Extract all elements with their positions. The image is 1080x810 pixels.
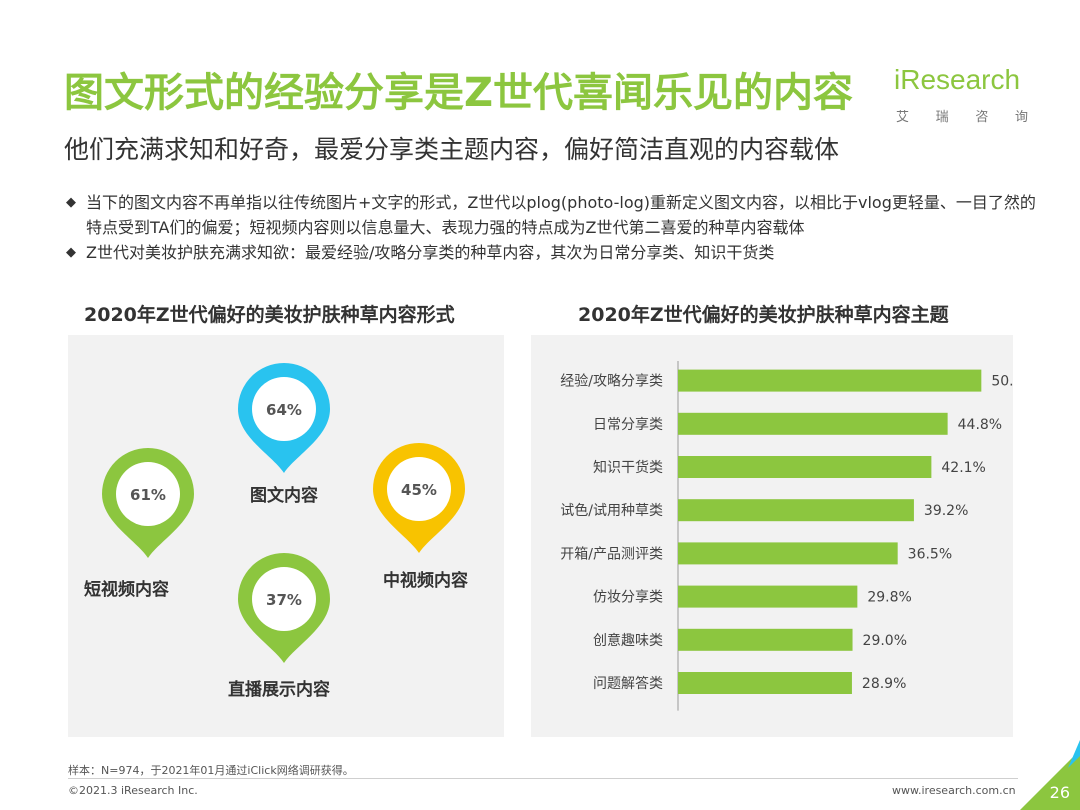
pin-label: 图文内容 [250,486,318,506]
sample-note: 样本：N=974，于2021年01月通过iClick网络调研获得。 [68,764,354,777]
location-pin-icon: 37% [238,553,330,663]
page-title: 图文形式的经验分享是Z世代喜闻乐见的内容 [64,70,854,116]
right-chart-title: 2020年Z世代偏好的美妆护肤种草内容主题 [578,304,949,326]
bullet-text: Z世代对美妆护肤充满求知欲：最爱经验/攻略分享类的种草内容，其次为日常分享类、知… [86,243,775,262]
pin-value: 37% [266,591,302,609]
pin-value: 45% [401,481,437,499]
logo-subtext: 艾 瑞 咨 询 [896,106,1028,125]
data-label: 39.2% [924,503,968,519]
category-label: 经验/攻略分享类 [560,373,663,390]
left-chart-title: 2020年Z世代偏好的美妆护肤种草内容形式 [84,304,455,326]
bullet-item: ◆ 当下的图文内容不再单指以往传统图片+文字的形式，Z世代以plog(photo… [66,190,1036,240]
diamond-bullet-icon: ◆ [66,245,76,260]
location-pin-icon: 45% [373,443,465,553]
diamond-bullet-icon: ◆ [66,195,76,210]
copyright-text: ©2021.3 iResearch Inc. [68,784,198,797]
pin-label: 中视频内容 [383,571,468,591]
category-label: 仿妆分享类 [593,589,663,606]
data-label: 29.8% [867,590,911,606]
bullet-item: ◆ Z世代对美妆护肤充满求知欲：最爱经验/攻略分享类的种草内容，其次为日常分享类… [66,240,1036,265]
bar [678,542,898,565]
corner-decoration [1020,740,1080,810]
logo-sub-char: 瑞 [935,110,949,125]
category-label: 试色/试用种草类 [560,502,663,519]
category-label: 问题解答类 [593,675,663,692]
bar [678,412,948,435]
pin-label: 直播展示内容 [228,680,330,700]
pin-value: 64% [266,401,302,419]
bar [678,499,914,522]
bullet-text: 当下的图文内容不再单指以往传统图片+文字的形式，Z世代以plog(photo-l… [86,193,1036,237]
bullet-list: ◆ 当下的图文内容不再单指以往传统图片+文字的形式，Z世代以plog(photo… [66,190,1036,265]
data-label: 42.1% [941,460,985,476]
bar [678,456,932,478]
logo-badge-shape [892,58,1024,100]
bar [678,585,858,608]
data-label: 28.9% [862,676,906,692]
data-label: 36.5% [908,546,952,562]
bar [678,369,982,392]
pin-value: 61% [130,486,166,504]
content-topic-panel: 经验/攻略分享类 50.4% 日常分享类 44.8% 知识干货类 42.1% 试色/试用种草… [531,335,1036,737]
content-form-panel: 64% 图文内容 61% 短视频内容 45% 中视频内容 37% 直播展示内容 [68,335,504,737]
data-label: 29.0% [863,633,907,649]
logo-sub-char: 咨 [975,110,989,125]
data-label: 50.4% [991,374,1013,390]
footer-divider [68,778,1018,779]
bar [678,672,852,694]
category-label: 创意趣味类 [593,632,663,649]
logo-sub-char: 艾 [896,110,910,125]
bar-chart: 经验/攻略分享类 50.4% 日常分享类 44.8% 知识干货类 42.1% 试色/试用种草… [560,361,1036,711]
category-label: 知识干货类 [593,459,663,476]
page-subtitle: 他们充满求知和好奇，最爱分享类主题内容，偏好简洁直观的内容载体 [64,135,840,164]
category-label: 日常分享类 [593,416,663,433]
location-pin-icon: 64% [238,363,330,473]
location-pin-icon: 61% [102,448,194,558]
logo-text: iResearch [894,64,1021,95]
iresearch-logo: iResearch 艾 瑞 咨 询 [892,58,1032,128]
pin-label: 短视频内容 [84,580,169,600]
category-label: 开箱/产品测评类 [560,546,663,562]
page-number: 26 [1049,783,1070,802]
logo-sub-char: 询 [1014,110,1028,125]
bar [678,628,853,651]
data-label: 44.8% [958,417,1002,433]
website-url: www.iresearch.com.cn [892,784,1016,797]
